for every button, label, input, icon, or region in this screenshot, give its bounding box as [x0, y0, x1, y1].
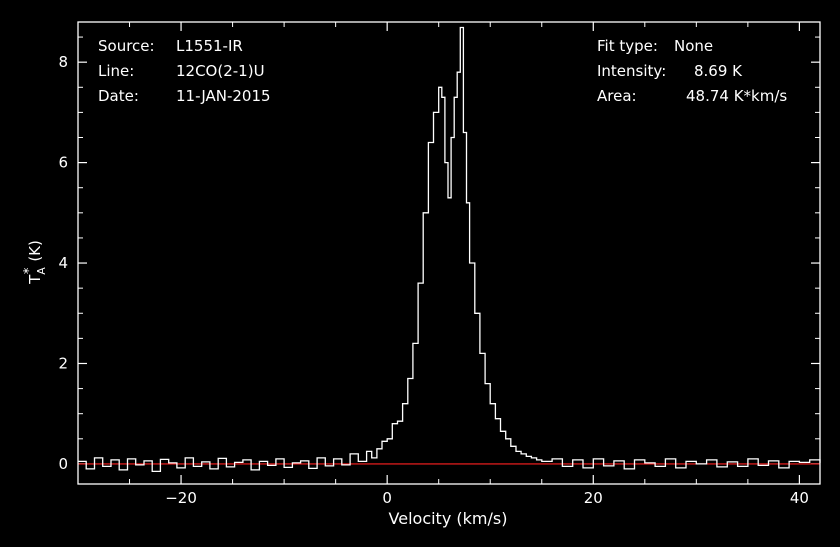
area-label: Area: [597, 87, 637, 105]
x-tick-label: 0 [382, 489, 392, 507]
y-tick-label: 8 [58, 53, 68, 71]
y-tick-label: 0 [58, 455, 68, 473]
y-axis-label-sup: * [22, 267, 37, 274]
x-tick-label: 40 [790, 489, 809, 507]
plot-frame [77, 21, 821, 485]
y-axis-label-unit: (K) [26, 240, 44, 262]
spectrum-line [78, 26, 821, 473]
source-value: L1551-IR [176, 37, 243, 55]
source-label: Source: [98, 37, 155, 55]
y-axis-label-sub: A [35, 267, 48, 275]
info-right: Fit type: None Intensity: 8.69 K Area: 4… [597, 37, 787, 105]
y-axis-label: TA* (K) [22, 240, 48, 285]
date-label: Date: [98, 87, 139, 105]
y-axis-label-main: T [26, 274, 44, 285]
line-label: Line: [98, 62, 134, 80]
y-tick-label: 2 [58, 354, 68, 372]
date-value: 11-JAN-2015 [176, 87, 271, 105]
y-tick-label: 6 [58, 154, 68, 172]
info-left: Source: L1551-IR Line: 12CO(2-1)U Date: … [98, 37, 271, 105]
svg-text:TA*(K): TA* (K) [22, 240, 48, 285]
line-value: 12CO(2-1)U [176, 62, 265, 80]
fit-type-label: Fit type: [597, 37, 658, 55]
x-tick-label: −20 [165, 489, 197, 507]
intensity-value: 8.69 K [694, 62, 743, 80]
y-tick-label: 4 [58, 254, 68, 272]
area-value: 48.74 K*km/s [686, 87, 787, 105]
x-axis-label: Velocity (km/s) [389, 509, 508, 528]
intensity-label: Intensity: [597, 62, 666, 80]
fit-type-value: None [674, 37, 713, 55]
x-tick-label: 20 [584, 489, 603, 507]
